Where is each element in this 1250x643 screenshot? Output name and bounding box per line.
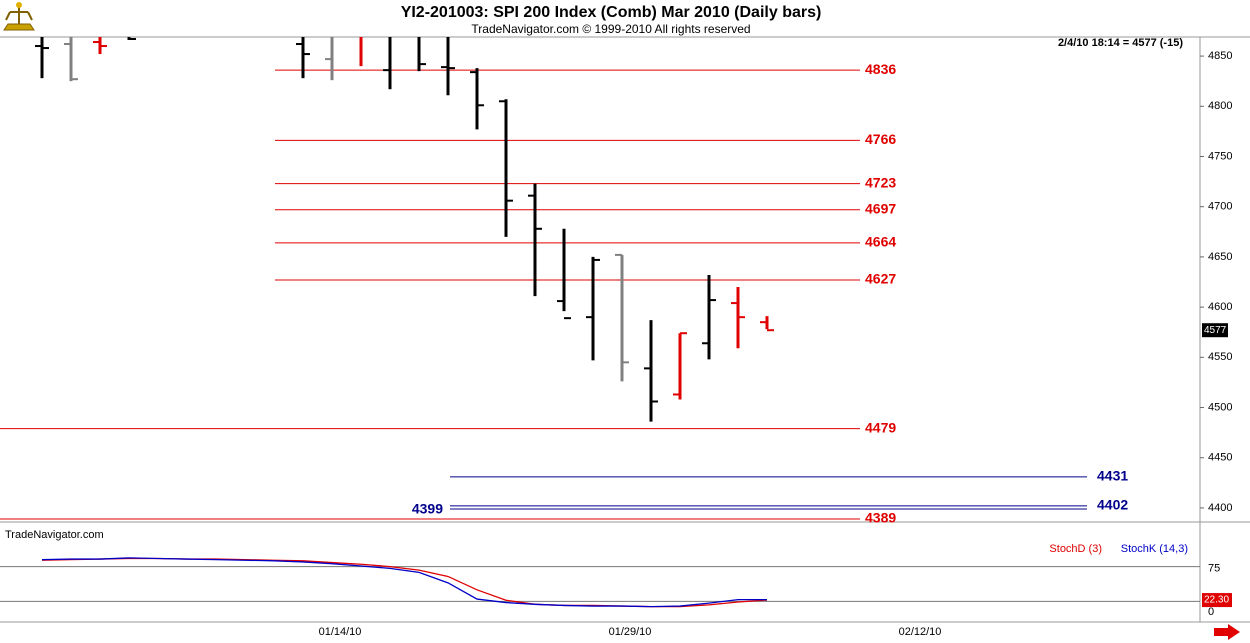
level-label: 4431 (1097, 468, 1128, 484)
y-tick-label: 4600 (1208, 301, 1232, 313)
chart-subtitle: TradeNavigator.com © 1999-2010 All right… (471, 22, 750, 36)
y-tick-label: 4800 (1208, 100, 1232, 112)
x-tick-label: 02/12/10 (899, 626, 942, 638)
y-tick-label: 4550 (1208, 351, 1232, 363)
last-value-box (1202, 593, 1232, 608)
legend-entry: StochK (14,3) (1121, 543, 1188, 555)
y-tick-label: 4450 (1208, 452, 1232, 464)
last-price-label: 4577 (1204, 325, 1227, 336)
y-tick-label: 0 (1208, 606, 1214, 618)
level-label: 4627 (865, 271, 896, 287)
quote: 2/4/10 18:14 = 4577 (-15) (1058, 37, 1183, 49)
level-label: 4697 (865, 200, 896, 216)
level-label: 4402 (1097, 497, 1128, 513)
level-label: 4766 (865, 131, 896, 147)
y-tick-label: 4700 (1208, 201, 1232, 213)
last-price-box (1202, 323, 1228, 338)
y-tick-label: 4850 (1208, 50, 1232, 62)
level-label: 4479 (865, 419, 896, 435)
panel-title: TradeNavigator.com (5, 529, 104, 541)
level-label: 4389 (865, 510, 896, 526)
chart-title: YI2-201003: SPI 200 Index (Comb) Mar 201… (401, 4, 822, 21)
stoch-line (41, 557, 767, 608)
x-tick-label: 01/29/10 (609, 626, 652, 638)
y-tick-label: 4650 (1208, 251, 1232, 263)
y-tick-label: 4750 (1208, 150, 1232, 162)
level-label: 4399 (412, 501, 443, 517)
last-value-label: 22.30 (1204, 595, 1229, 606)
x-tick-label: 01/14/10 (319, 626, 362, 638)
level-label: 4664 (865, 234, 896, 250)
legend-entry: StochD (3) (1049, 543, 1102, 555)
level-label: 4723 (865, 174, 896, 190)
y-tick-label: 4400 (1208, 502, 1232, 514)
y-tick-label: 4500 (1208, 401, 1232, 413)
scroll-arrow[interactable] (1214, 624, 1240, 640)
y-tick-label: 75 (1208, 562, 1220, 574)
logo (3, 2, 35, 31)
level-label: 4836 (865, 61, 896, 77)
bars (35, 37, 774, 422)
